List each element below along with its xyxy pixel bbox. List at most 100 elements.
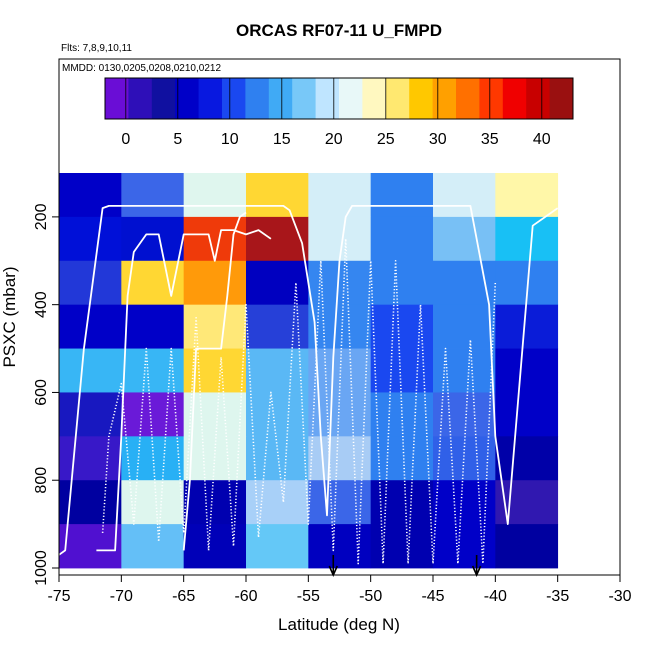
colorbar-swatch (128, 78, 153, 119)
heatmap-cell (246, 304, 309, 349)
colorbar-swatch (315, 78, 340, 119)
heatmap-cell (433, 173, 496, 218)
colorbar-swatch (292, 78, 316, 119)
colorbar-swatch (502, 78, 527, 119)
colorbar-swatch (198, 78, 223, 119)
heatmap-cell (183, 348, 247, 393)
heatmap-cell (308, 436, 372, 481)
heatmap-cell (59, 436, 122, 481)
colorbar-frame (104, 77, 574, 120)
y-tick-label: 400 (33, 291, 50, 318)
heatmap-cell (433, 524, 496, 569)
plot-area (58, 173, 559, 577)
heatmap-cell (308, 392, 372, 437)
y-tick-label: 800 (33, 467, 50, 494)
heatmap-cell (433, 260, 496, 306)
heatmap-cell (246, 173, 309, 218)
colorbar-swatch (268, 78, 293, 119)
y-axis-label: PSXC (mbar) (0, 266, 19, 367)
x-tick-label: -40 (484, 588, 507, 605)
x-tick-label: -65 (172, 588, 195, 605)
heatmap-cell (121, 480, 185, 525)
heatmap-cell (121, 216, 185, 262)
colorbar-swatch (409, 78, 433, 119)
flights-subtitle: Flts: 7,8,9,10,11 (61, 43, 132, 54)
heatmap-cell (370, 348, 434, 393)
heatmap-cell (433, 216, 496, 262)
heatmap-cell (495, 524, 559, 569)
heatmap-cell (495, 348, 559, 393)
heatmap-cell (495, 216, 559, 262)
heatmap-cell (370, 436, 434, 481)
x-axis-label: Latitude (deg N) (278, 615, 400, 634)
colorbar-tick-label: 5 (173, 131, 182, 148)
heatmap-cell (121, 436, 185, 481)
heatmap-cell (121, 304, 185, 349)
heatmap-cell (308, 524, 372, 569)
heatmap-cell (246, 436, 309, 481)
colorbar-tick-label: 15 (273, 131, 291, 148)
colorbar-swatch (105, 78, 129, 119)
heatmap-cell (370, 173, 434, 218)
colorbar-swatch (432, 78, 457, 119)
y-tick-label: 600 (33, 379, 50, 406)
dates-subtitle: MMDD: 0130,0205,0208,0210,0212 (62, 63, 221, 74)
x-tick-label: -35 (546, 588, 569, 605)
heatmap-cell (370, 260, 434, 306)
heatmap-cell (59, 348, 122, 393)
colorbar-tick-label: 10 (221, 131, 239, 148)
colorbar-swatch (456, 78, 480, 119)
colorbar-swatch (222, 78, 246, 119)
heatmap-cell (308, 304, 372, 349)
heatmap-cell (433, 348, 496, 393)
plot-frame (58, 58, 621, 576)
heatmap-cell (183, 173, 247, 218)
colorbar-tick-label: 40 (533, 131, 551, 148)
heatmap-cell (183, 260, 247, 306)
colorbar-swatch (385, 78, 410, 119)
x-tick-label: -45 (421, 588, 444, 605)
colorbar-swatch (151, 78, 176, 119)
y-tick-label: 1000 (33, 550, 50, 586)
heatmap-cell (59, 304, 122, 349)
heatmap-cell (370, 524, 434, 569)
heatmap-cell (495, 436, 559, 481)
heatmap-cell (246, 392, 309, 437)
flight-track (96, 229, 272, 552)
colorbar-tick-label: 20 (325, 131, 343, 148)
heatmap-cell (183, 216, 247, 262)
heatmap-cell (59, 216, 122, 262)
colorbar-tick-label: 25 (377, 131, 395, 148)
x-tick-label: -30 (608, 588, 631, 605)
colorbar-tick-label: 0 (121, 131, 130, 148)
colorbar: 0 5 10 15 20 25 30 35 40 (104, 77, 574, 148)
y-tick-label: 200 (33, 203, 50, 230)
heatmap-cell (246, 524, 309, 569)
colorbar-swatch (549, 78, 574, 119)
heatmap-cell (183, 524, 247, 569)
x-tick-label: -70 (110, 588, 133, 605)
heatmap-cell (183, 304, 247, 349)
heatmap-cell (433, 392, 496, 437)
colorbar-tick-label: 30 (429, 131, 447, 148)
heatmap-cell (121, 392, 185, 437)
heatmap-cell (59, 392, 122, 437)
heatmap-cell (121, 348, 185, 393)
colorbar-swatch (175, 78, 199, 119)
flight-track (58, 204, 559, 556)
x-tick-label: -60 (234, 588, 257, 605)
heatmap-cell (495, 480, 559, 525)
colorbar-tick-label: 35 (481, 131, 499, 148)
heatmap-cell (370, 304, 434, 349)
heatmap-cell (246, 216, 309, 262)
x-tick-label: -55 (297, 588, 320, 605)
heatmap-cell (433, 304, 496, 349)
colorbar-swatch (245, 78, 270, 119)
heatmap-cell (495, 173, 559, 218)
colorbar-swatch (526, 78, 550, 119)
x-tick-label: -50 (359, 588, 382, 605)
heatmap-cell (433, 480, 496, 525)
x-tick-label: -75 (47, 588, 70, 605)
heatmap-cell (59, 173, 122, 218)
colorbar-swatch (339, 78, 363, 119)
